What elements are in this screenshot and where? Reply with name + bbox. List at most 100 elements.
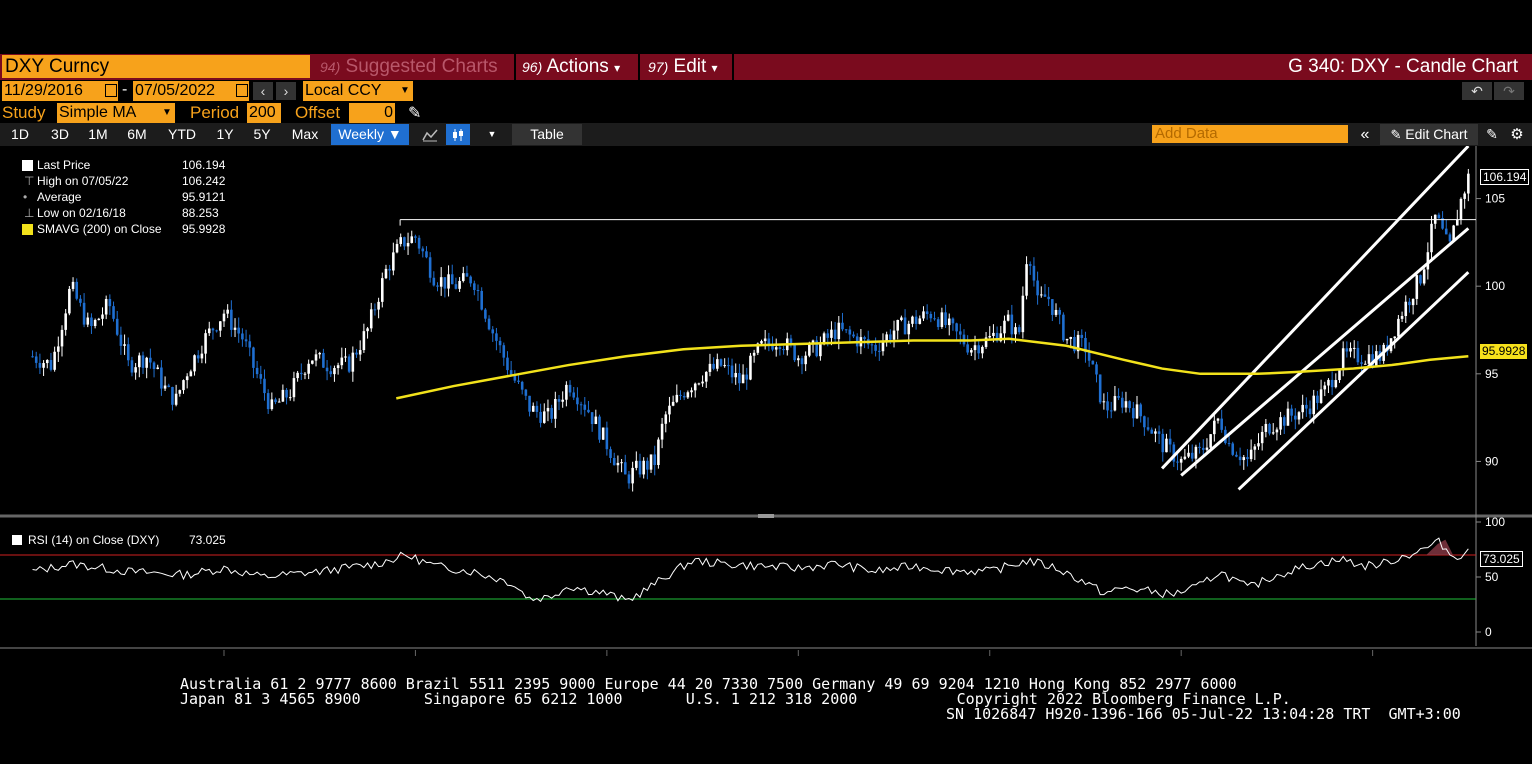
footer-contacts-line1: Australia 61 2 9777 8600 Brazil 5511 239… [180, 675, 1237, 693]
candle-body [1117, 396, 1120, 398]
candle-body [495, 333, 498, 341]
candle-body [1349, 348, 1352, 352]
candle-body [822, 333, 826, 344]
candle-body [531, 405, 535, 412]
candle-body [1363, 363, 1367, 365]
edit-chart-button[interactable]: ✎ Edit Chart [1380, 124, 1478, 145]
candle-body [631, 467, 634, 484]
candle-body [745, 374, 749, 380]
candle-body [399, 237, 402, 244]
candle-body [734, 372, 738, 378]
candle-body [156, 367, 160, 370]
candle-body [450, 274, 454, 285]
candle-body [981, 346, 984, 354]
candle-body [281, 389, 285, 402]
start-date-field[interactable]: 11/29/2016 [2, 81, 118, 101]
suggested-charts-menu[interactable]: 94) Suggested Charts [320, 54, 498, 80]
tab-max[interactable]: Max [291, 126, 319, 142]
ticker-field[interactable]: DXY Curncy [2, 55, 310, 78]
candle-body [1095, 364, 1098, 375]
tab-1m[interactable]: 1M [88, 126, 108, 142]
tab-3d[interactable]: 3D [51, 126, 69, 142]
candle-body [362, 331, 366, 351]
tab-1d[interactable]: 1D [11, 126, 29, 142]
candle-body [738, 372, 741, 384]
tab-ytd[interactable]: YTD [168, 126, 196, 142]
frequency-select[interactable]: Weekly ▼ [331, 124, 409, 145]
rsi-tag: 73.025 [1480, 551, 1523, 567]
redo-button[interactable]: ↷ [1494, 82, 1524, 100]
undo-button[interactable]: ↶ [1462, 82, 1492, 100]
candle-body [49, 359, 53, 370]
collapse-icon[interactable]: « [1360, 126, 1370, 143]
actions-menu[interactable]: 96) Actions ▾ [522, 54, 620, 80]
candle-body [933, 318, 936, 320]
candle-body [793, 344, 796, 361]
candle-body [112, 306, 115, 319]
edit-icon[interactable]: ✎ [1486, 126, 1498, 142]
offset-field[interactable]: 0 [349, 103, 395, 123]
line-chart-icon[interactable] [418, 124, 442, 145]
overlays [396, 146, 1476, 491]
candle-body [163, 385, 167, 389]
candle-body [918, 318, 922, 324]
currency-select[interactable]: Local CCY [303, 81, 413, 101]
candle-body [443, 277, 447, 289]
candle-body [716, 359, 719, 369]
menu-number: 97) [648, 59, 669, 75]
edit-menu[interactable]: 97) Edit ▾ [648, 54, 718, 80]
candle-body [1150, 429, 1154, 434]
candle-body [1198, 446, 1201, 448]
chart-area[interactable]: 9095100105050100201520162017201820192020… [0, 146, 1532, 656]
candle-body [414, 236, 417, 238]
calendar-icon[interactable] [105, 84, 117, 97]
candle-body [487, 318, 491, 330]
period-field[interactable]: 200 [247, 103, 281, 123]
candle-body [1422, 269, 1426, 284]
candle-body [1444, 228, 1448, 235]
tab-5y[interactable]: 5Y [253, 126, 271, 142]
candle-body [1069, 336, 1073, 339]
candle-body [1400, 316, 1404, 319]
candle-body [988, 335, 992, 338]
candle-body [248, 341, 252, 348]
candle-body [347, 356, 351, 372]
candle-body [1419, 275, 1422, 284]
candle-body [325, 367, 329, 372]
y-tick-label: 105 [1485, 192, 1505, 206]
candle-body [119, 334, 123, 346]
study-select[interactable]: Simple MA [57, 103, 175, 123]
candle-body [1003, 320, 1006, 334]
sma-line [396, 337, 1469, 400]
tab-1y[interactable]: 1Y [216, 126, 234, 142]
candle-body [369, 309, 373, 329]
add-data-input[interactable]: Add Data [1152, 125, 1348, 143]
footer-contacts-line2: Japan 81 3 4565 8900 Singapore 65 6212 1… [180, 690, 1291, 708]
gear-icon[interactable]: ⚙ [1510, 126, 1524, 143]
candle-body [1330, 379, 1334, 388]
table-button[interactable]: Table [530, 126, 564, 142]
candle-body [296, 372, 299, 379]
calendar-icon[interactable] [236, 84, 248, 97]
candle-chart-icon[interactable] [446, 124, 470, 145]
candle-body [878, 350, 881, 352]
sma-tag: 95.9928 [1480, 344, 1528, 359]
candle-body [874, 344, 877, 351]
candle-body [1271, 432, 1275, 434]
menu-label: Actions [546, 56, 609, 77]
candle-body [149, 357, 152, 363]
tab-6m[interactable]: 6M [127, 126, 147, 142]
footer-session-line: SN 1026847 H920-1396-166 05-Jul-22 13:04… [946, 705, 1461, 723]
candle-body [344, 356, 347, 358]
rsi-legend-label: RSI (14) on Close (DXY) [28, 533, 160, 547]
end-date-field[interactable]: 07/05/2022 [133, 81, 249, 101]
prev-period-button[interactable]: ‹ [253, 82, 273, 100]
candle-body [244, 339, 248, 342]
candle-body [53, 351, 56, 370]
candle-body [804, 355, 807, 365]
candle-body [1327, 379, 1330, 386]
pencil-icon[interactable]: ✎ [408, 105, 422, 122]
caret-down-icon: ▾ [614, 61, 621, 75]
next-period-button[interactable]: › [276, 82, 296, 100]
chart-type-dropdown-icon[interactable]: ▼ [487, 129, 497, 139]
